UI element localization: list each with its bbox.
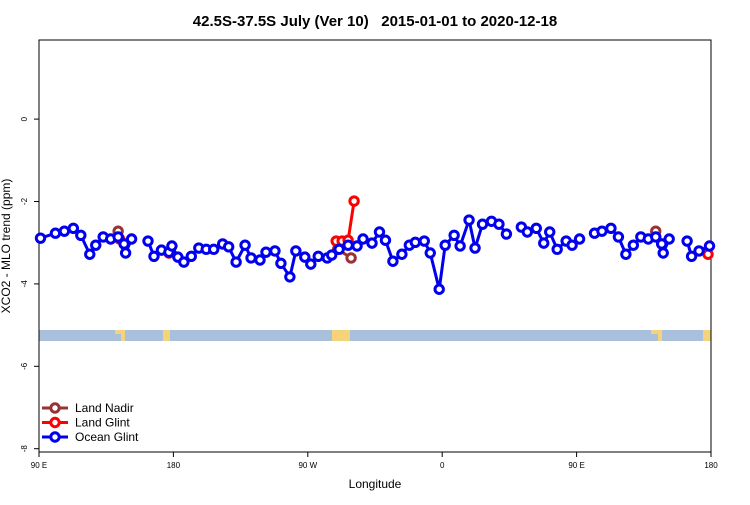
data-point	[299, 251, 311, 263]
data-point	[166, 240, 178, 252]
x-tick-label: 90 E	[568, 461, 584, 470]
x-tick-label: 180	[167, 461, 181, 470]
data-point	[34, 232, 47, 244]
data-point	[657, 247, 669, 259]
legend-label: Land Glint	[75, 416, 130, 430]
data-point	[366, 237, 378, 249]
data-point	[418, 235, 430, 247]
x-tick-label: 180	[704, 461, 718, 470]
data-point	[58, 225, 71, 237]
legend-marker	[49, 431, 61, 443]
data-point	[521, 226, 534, 238]
data-point	[275, 257, 287, 270]
data-point	[409, 236, 422, 248]
data-point	[357, 233, 369, 245]
data-point	[348, 195, 360, 207]
data-point	[424, 247, 436, 259]
data-point	[312, 250, 324, 262]
data-point	[448, 229, 460, 241]
data-point	[333, 243, 345, 255]
data-point	[469, 242, 481, 254]
data-point	[112, 231, 124, 243]
data-point	[342, 239, 354, 251]
data-point	[269, 245, 281, 257]
data-point	[703, 240, 716, 252]
data-point	[685, 250, 698, 262]
data-point	[596, 225, 608, 237]
chart-title: 42.5S-37.5S July (Ver 10) 2015-01-01 to …	[193, 13, 557, 30]
data-point	[627, 239, 640, 251]
y-tick-label: -8	[20, 445, 29, 453]
data-point	[75, 229, 87, 241]
y-tick-label: 0	[20, 116, 29, 121]
x-tick-label: 90 W	[298, 461, 317, 470]
data-point	[239, 239, 251, 251]
y-tick-label: -4	[20, 280, 29, 288]
data-point	[530, 222, 542, 234]
x-tick-label: 0	[440, 461, 445, 470]
data-point	[573, 233, 586, 245]
data-point	[284, 271, 296, 283]
data-point	[500, 228, 513, 240]
x-tick-label: 90 E	[31, 461, 47, 470]
data-point	[373, 226, 386, 238]
data-point	[463, 214, 475, 226]
legend-marker	[49, 402, 61, 414]
data-point	[185, 250, 198, 262]
data-point	[433, 283, 445, 295]
data-point	[67, 222, 80, 234]
legend-label: Ocean Glint	[75, 430, 139, 444]
data-point	[396, 248, 408, 260]
data-point	[544, 226, 556, 238]
data-point	[351, 240, 363, 252]
data-point	[245, 252, 257, 264]
data-point	[325, 249, 338, 261]
data-point	[493, 218, 505, 230]
data-point	[230, 256, 242, 268]
data-point	[387, 255, 399, 267]
data-point	[538, 237, 550, 249]
data-point	[290, 245, 302, 257]
data-point	[650, 231, 662, 243]
data-point	[260, 246, 272, 258]
data-point	[551, 243, 563, 255]
y-axis-label: XCO2 - MLO trend (ppm)	[0, 179, 13, 314]
data-point	[222, 241, 235, 253]
data-point	[566, 239, 578, 251]
land-mask-strip	[39, 330, 711, 341]
data-point	[254, 254, 266, 266]
x-axis-label: Longitude	[349, 477, 402, 491]
data-point	[345, 252, 357, 264]
data-point	[379, 234, 392, 246]
legend-marker	[49, 416, 61, 429]
legend-label: Land Nadir	[75, 401, 134, 415]
data-point	[620, 248, 632, 260]
data-point	[693, 245, 705, 257]
y-tick-label: -6	[20, 362, 29, 370]
data-point	[142, 235, 154, 247]
data-point	[125, 233, 138, 245]
data-point	[84, 248, 96, 260]
data-point	[439, 239, 451, 251]
data-point	[119, 247, 132, 259]
data-point	[605, 222, 617, 234]
data-point	[612, 231, 625, 243]
data-point	[49, 227, 62, 239]
data-point	[305, 258, 317, 270]
y-tick-label: -2	[20, 197, 29, 205]
data-point	[476, 218, 489, 230]
data-point	[454, 240, 466, 252]
data-point	[663, 233, 675, 245]
data-point	[148, 250, 160, 262]
data-point	[90, 239, 102, 251]
data-point	[208, 243, 220, 255]
data-point	[178, 256, 190, 268]
data-point	[681, 235, 693, 247]
